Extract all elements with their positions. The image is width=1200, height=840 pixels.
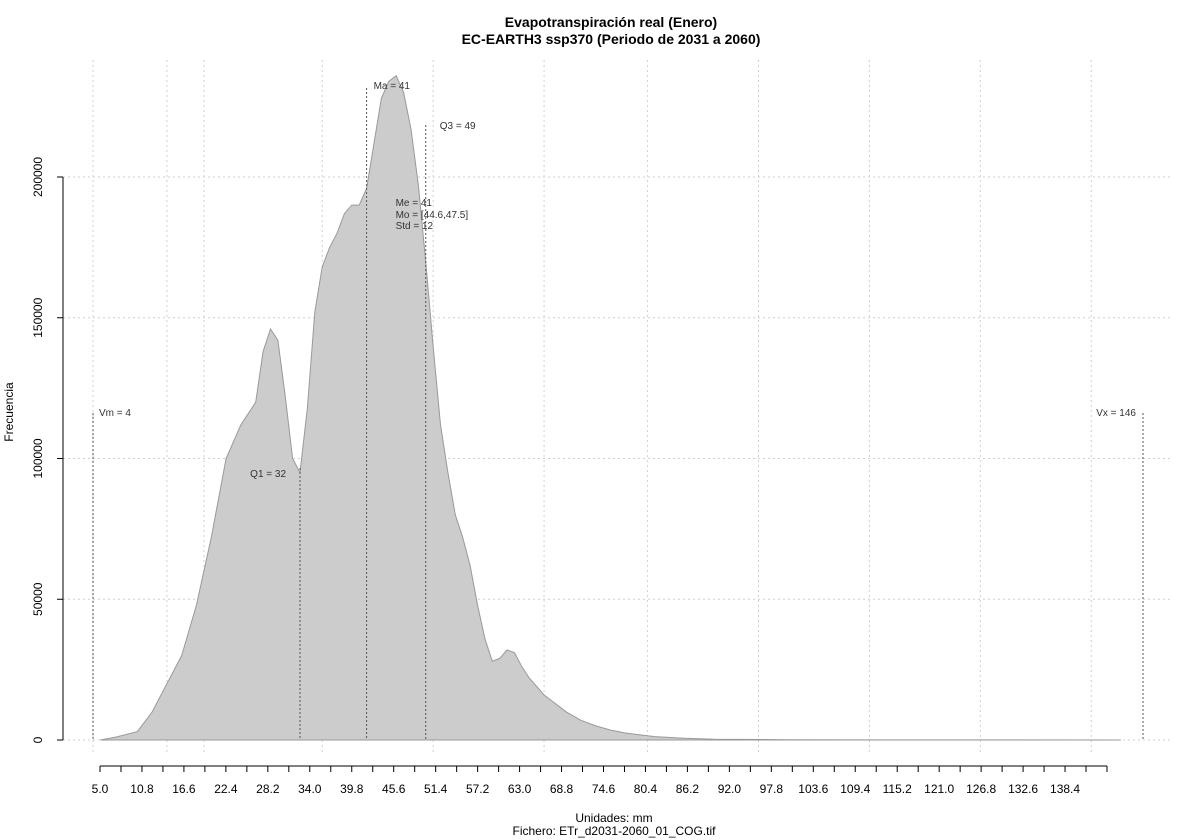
y-tick-label: 50000 (31, 582, 45, 616)
x-tick-label: 109.4 (840, 782, 870, 796)
statistic-label: Ma = 41 (374, 81, 411, 92)
x-tick-label: 68.8 (550, 782, 574, 796)
x-axis-label: Unidades: mm (575, 811, 652, 825)
x-tick-label: 126.8 (966, 782, 996, 796)
density-area (100, 74, 1121, 741)
statistic-label: Vx = 146 (1096, 408, 1136, 419)
statistic-label: Q3 = 49 (440, 121, 476, 132)
chart-title: Evapotranspiración real (Enero) (505, 14, 717, 30)
chart-caption: Fichero: ETr_d2031-2060_01_COG.tif (513, 824, 717, 838)
y-tick-label: 200000 (31, 157, 45, 197)
axes: 0 50000 100000 150000 200000 5.0 10.8 16.6 22.4 2… (31, 157, 1108, 796)
frequency-area (100, 74, 1121, 741)
statistic-label: Q1 = 32 (250, 469, 286, 480)
y-axis-label: Frecuencia (2, 382, 16, 442)
x-tick-label: 74.6 (592, 782, 616, 796)
chart-subtitle: EC-EARTH3 ssp370 (Periodo de 2031 a 2060… (462, 31, 761, 47)
y-tick-label: 0 (31, 736, 45, 743)
x-tick-label: 16.6 (172, 782, 196, 796)
x-tick-label: 138.4 (1050, 782, 1080, 796)
y-tick-label: 150000 (31, 297, 45, 337)
x-tick-label: 51.4 (424, 782, 448, 796)
y-tick-label: 100000 (31, 438, 45, 478)
x-tick-label: 10.8 (130, 782, 154, 796)
x-tick-label: 34.0 (298, 782, 322, 796)
x-tick-label: 92.0 (718, 782, 742, 796)
x-tick-label: 80.4 (634, 782, 658, 796)
x-tick-label: 132.6 (1008, 782, 1038, 796)
x-tick-label: 103.6 (798, 782, 828, 796)
statistic-label: Mo = [44.6,47.5] (396, 210, 469, 221)
x-tick-label: 28.2 (256, 782, 280, 796)
x-tick-label: 121.0 (924, 782, 954, 796)
x-tick-label: 86.2 (676, 782, 700, 796)
x-tick-label: 63.0 (508, 782, 532, 796)
x-tick-label: 39.8 (340, 782, 364, 796)
x-tick-label: 115.2 (883, 782, 912, 796)
x-tick-label: 22.4 (214, 782, 238, 796)
statistic-label: Std = 12 (396, 221, 434, 232)
statistic-label: Vm = 4 (99, 408, 131, 419)
x-tick-label: 97.8 (760, 782, 784, 796)
statistic-label: Me = 41 (396, 198, 433, 209)
x-tick-label: 45.6 (382, 782, 406, 796)
x-tick-label: 5.0 (92, 782, 109, 796)
x-tick-label: 57.2 (466, 782, 490, 796)
